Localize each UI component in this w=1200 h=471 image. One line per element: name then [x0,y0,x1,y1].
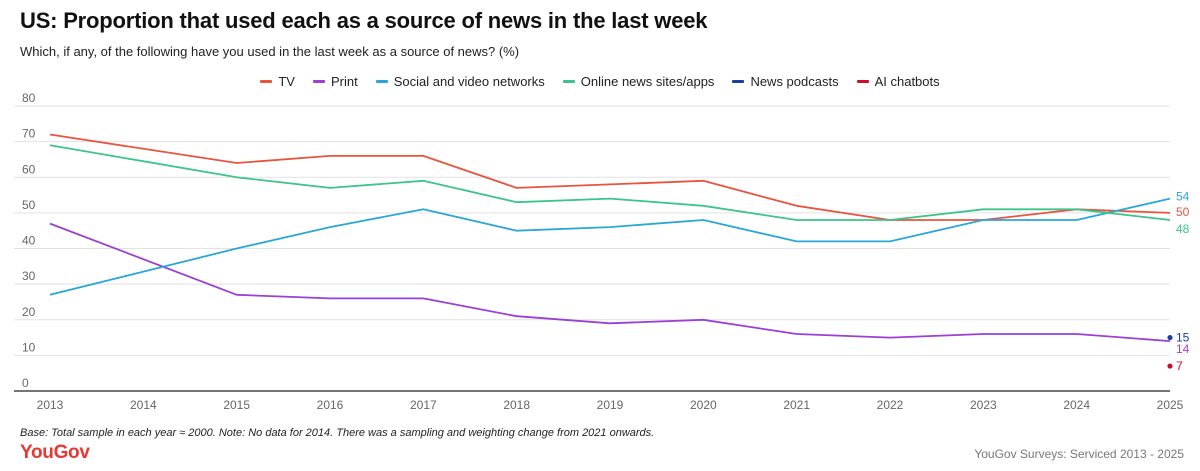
series-end-label: 7 [1176,359,1183,373]
legend-item: AI chatbots [856,72,940,90]
legend-swatch [562,79,575,83]
y-tick-label: 70 [22,127,36,141]
legend-item: TV [260,72,295,90]
source-credit: YouGov Surveys: Serviced 2013 - 2025 [974,447,1184,461]
y-tick-label: 30 [22,269,36,283]
legend-label: AI chatbots [874,73,940,89]
x-tick-label: 2020 [690,398,717,412]
legend-swatch [260,79,273,83]
legend-label: News podcasts [750,73,839,89]
x-tick-label: 2016 [317,398,344,412]
y-tick-label: 40 [22,234,36,248]
x-tick-label: 2019 [597,398,624,412]
x-tick-label: 2022 [877,398,904,412]
y-tick-label: 60 [22,162,36,176]
series-end-label: 50 [1176,205,1190,219]
series-line [49,133,1171,221]
series-line [49,197,1171,296]
x-tick-label: 2013 [37,398,64,412]
yougov-logo: YouGov [20,442,90,463]
x-tick-label: 2023 [970,398,997,412]
y-tick-label: 20 [22,305,36,319]
series-end-label: 48 [1176,222,1190,236]
x-tick-label: 2015 [223,398,250,412]
legend-label: Social and video networks [393,73,545,89]
y-tick-label: 0 [22,376,29,390]
chart-subtitle: Which, if any, of the following have you… [20,44,520,59]
y-tick-label: 80 [22,91,36,105]
y-tick-label: 10 [22,340,36,354]
chart-title: US: Proportion that used each as a sourc… [20,8,708,33]
legend-swatch [732,79,745,83]
legend-item: Online news sites/apps [562,72,715,90]
legend-label: Print [330,73,358,89]
legend-swatch [375,79,388,83]
legend-item: News podcasts [732,72,839,90]
x-tick-label: 2014 [130,398,157,412]
legend-swatch [856,79,869,83]
chart-legend: TV Print Social and video networks Online n… [0,72,1200,90]
legend-item: Print [312,72,358,90]
x-tick-label: 2021 [783,398,810,412]
legend-swatch [312,79,325,83]
legend-label: TV [278,73,295,89]
series-point [1167,334,1173,341]
x-tick-label: 2025 [1157,398,1184,412]
x-tick-label: 2018 [503,398,530,412]
base-note: Base: Total sample in each year ≈ 2000. … [20,427,655,439]
x-tick-label: 2017 [410,398,437,412]
x-tick-label: 2024 [1063,398,1090,412]
series-end-label: 54 [1176,190,1190,204]
series-line [49,144,1171,221]
series-point [1167,363,1173,369]
legend-item: Social and video networks [375,72,545,90]
y-tick-label: 50 [22,198,36,212]
legend-label: Online news sites/apps [580,73,715,89]
series-end-label: 15 [1176,331,1190,345]
series-line [49,222,1171,342]
series-end-label: 14 [1176,342,1190,356]
